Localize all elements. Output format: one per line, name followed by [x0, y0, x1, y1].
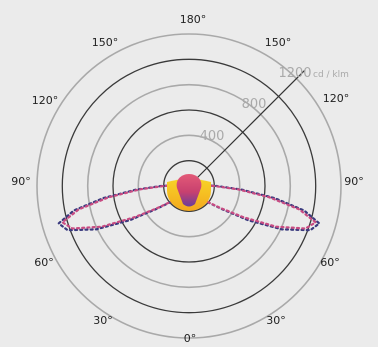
grid-circle-400: [137, 134, 241, 238]
beam-cone: [176, 174, 202, 207]
grid-circle-1000: [61, 58, 317, 314]
radial-tick-400: 400: [200, 129, 225, 144]
angle-label-30-right: 30°: [266, 314, 286, 327]
angle-label-60-right: 60°: [320, 256, 340, 269]
grid-circle-1200: [36, 33, 342, 339]
angle-label-150-left: 150°: [92, 36, 119, 49]
angle-label-180: 180°: [180, 13, 207, 26]
angle-label-120-right: 120°: [323, 92, 350, 105]
angle-label-0: 0°: [184, 332, 197, 342]
polar-grid: [36, 33, 342, 339]
grid-circle-800: [86, 83, 292, 289]
angle-label-60-left: 60°: [34, 256, 54, 269]
luminaire-beam-icon: [167, 174, 211, 211]
grid-circle-600: [112, 109, 266, 263]
angle-label-90-right: 90°: [344, 175, 364, 188]
angle-label-150-right: 150°: [265, 36, 292, 49]
radial-unit-label: cd / klm: [313, 70, 349, 80]
angle-label-120-left: 120°: [32, 94, 59, 107]
radial-axis-pointer: [188, 70, 305, 187]
angle-label-30-left: 30°: [93, 314, 113, 327]
radial-tick-labels: 400 800 1200 cd / klm: [200, 66, 349, 144]
radial-tick-800: 800: [242, 97, 267, 112]
angle-label-90-left: 90°: [11, 175, 31, 188]
radial-tick-1200: 1200: [278, 66, 311, 81]
pointer-line: [188, 70, 305, 187]
